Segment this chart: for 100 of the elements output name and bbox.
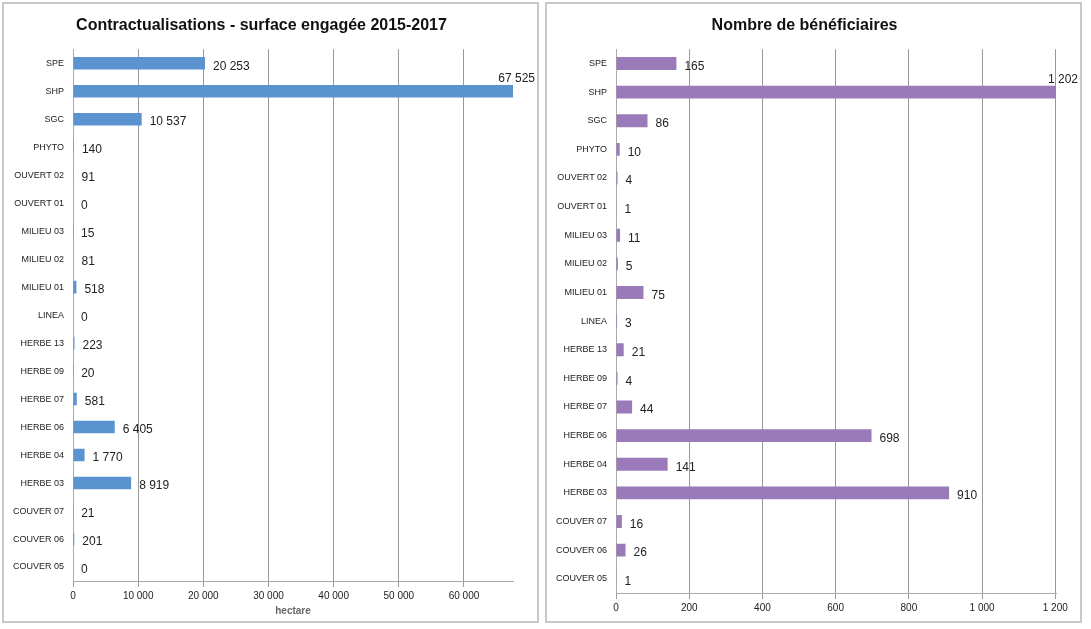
- data-label: 1: [624, 201, 632, 216]
- chart-title: Contractualisations - surface engagée 2015-2017: [76, 16, 448, 34]
- x-tick-label: 1 200: [1042, 601, 1069, 613]
- data-label: 11: [628, 230, 641, 245]
- y-tick-label: COUVER 06: [12, 533, 65, 544]
- x-tick-label: 10 000: [122, 589, 154, 601]
- x-tick-label: 200: [680, 601, 698, 613]
- data-label: 91: [81, 170, 96, 185]
- y-tick-label: LINEA: [38, 309, 65, 320]
- y-tick-label: PHYTO: [33, 141, 65, 152]
- data-label: 0: [81, 310, 89, 325]
- data-label: 165: [684, 58, 705, 73]
- y-tick-label: SHP: [588, 86, 608, 97]
- data-label: 75: [651, 287, 666, 302]
- data-label: 4: [625, 173, 633, 188]
- y-tick-label: HERBE 09: [563, 372, 608, 383]
- data-label: 518: [84, 282, 105, 297]
- y-tick-label: HERBE 06: [20, 421, 65, 432]
- data-label: 6 405: [122, 422, 154, 437]
- data-label: 15: [81, 226, 95, 241]
- bar: [616, 343, 624, 357]
- bar: [73, 420, 115, 434]
- y-tick-label: HERBE 13: [563, 344, 608, 355]
- y-tick-label: SGC: [587, 115, 608, 126]
- bar: [616, 114, 648, 128]
- bar: [616, 57, 677, 70]
- y-tick-label: MILIEU 01: [564, 286, 608, 297]
- x-tick-label: 800: [900, 601, 918, 613]
- bar: [73, 476, 132, 490]
- data-label: 10: [627, 144, 642, 159]
- data-label: 67 525: [498, 71, 536, 86]
- y-tick-label: OUVERT 01: [557, 201, 608, 212]
- data-label: 21: [631, 345, 646, 360]
- x-tick-label: 60 000: [448, 589, 480, 601]
- data-label: 0: [81, 562, 89, 577]
- x-tick-label: 30 000: [253, 589, 285, 601]
- y-tick-label: SGC: [44, 113, 65, 124]
- y-tick-label: HERBE 03: [20, 477, 65, 488]
- data-label: 581: [84, 394, 106, 409]
- y-tick-label: OUVERT 02: [14, 169, 65, 180]
- bar: [616, 286, 644, 299]
- data-label: 16: [629, 516, 644, 531]
- y-tick-label: COUVER 06: [555, 544, 608, 555]
- y-tick-label: PHYTO: [576, 143, 608, 154]
- data-label: 10 537: [149, 114, 187, 129]
- y-tick-label: HERBE 04: [563, 458, 608, 469]
- y-tick-label: COUVER 05: [12, 561, 65, 572]
- data-label: 1: [624, 574, 632, 588]
- data-label: 201: [82, 534, 103, 549]
- chart-title: Nombre de bénéficiaires: [711, 16, 898, 34]
- bar: [73, 448, 85, 462]
- data-label: 0: [81, 198, 89, 213]
- data-label: 141: [675, 459, 696, 474]
- data-label: 81: [81, 254, 96, 269]
- bar: [616, 400, 633, 414]
- y-tick-label: SHP: [45, 85, 65, 96]
- x-tick-label: 1 000: [969, 601, 996, 613]
- x-tick-label: 400: [754, 601, 772, 613]
- data-label: 86: [655, 116, 670, 131]
- y-tick-label: SPE: [46, 57, 65, 68]
- data-label: 4: [625, 373, 633, 388]
- bar: [73, 56, 205, 70]
- y-tick-label: COUVER 07: [555, 515, 608, 526]
- y-tick-label: MILIEU 03: [21, 225, 65, 236]
- y-tick-label: SPE: [589, 57, 608, 68]
- y-tick-label: HERBE 07: [563, 401, 608, 412]
- x-tick-label: 40 000: [318, 589, 350, 601]
- bar: [616, 515, 622, 528]
- x-tick-label: 0: [613, 601, 620, 613]
- y-tick-label: MILIEU 02: [21, 253, 65, 264]
- bar: [73, 84, 513, 98]
- bar: [616, 85, 1056, 99]
- data-label: 1 202: [1047, 72, 1079, 87]
- y-tick-label: COUVER 07: [12, 505, 65, 516]
- x-tick-label: 50 000: [383, 589, 415, 601]
- data-label: 8 919: [139, 478, 170, 493]
- y-tick-label: HERBE 06: [563, 430, 608, 441]
- data-label: 5: [625, 259, 633, 274]
- y-tick-label: OUVERT 01: [14, 197, 65, 208]
- bar: [616, 486, 950, 500]
- bar: [616, 429, 872, 443]
- bar: [616, 457, 668, 471]
- data-label: 910: [957, 488, 978, 503]
- bar: [73, 112, 142, 126]
- y-tick-label: HERBE 09: [20, 365, 65, 376]
- data-label: 223: [82, 338, 103, 353]
- x-tick-label: 20 000: [188, 589, 220, 601]
- data-label: 3: [625, 316, 633, 331]
- data-label: 21: [81, 506, 95, 521]
- data-label: 1 770: [92, 450, 123, 465]
- y-tick-label: COUVER 05: [555, 573, 608, 584]
- x-axis-title: hectare: [275, 604, 312, 616]
- y-tick-label: HERBE 07: [20, 393, 65, 404]
- bar: [616, 142, 620, 156]
- y-tick-label: MILIEU 02: [564, 258, 608, 269]
- y-tick-label: LINEA: [581, 315, 608, 326]
- y-tick-label: OUVERT 02: [557, 172, 608, 183]
- data-label: 20 253: [212, 58, 251, 73]
- y-tick-label: HERBE 03: [563, 487, 608, 498]
- y-tick-label: HERBE 13: [20, 337, 65, 348]
